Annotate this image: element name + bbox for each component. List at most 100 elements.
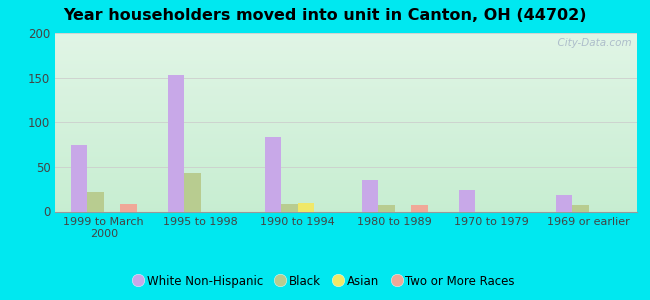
Bar — [55, 166, 637, 167]
Bar — [55, 43, 637, 44]
Bar — [55, 77, 637, 78]
Bar — [55, 100, 637, 101]
Bar — [55, 153, 637, 154]
Bar — [55, 95, 637, 96]
Bar — [55, 47, 637, 48]
Bar — [55, 174, 637, 175]
Bar — [55, 121, 637, 122]
Text: Year householders moved into unit in Canton, OH (44702): Year householders moved into unit in Can… — [63, 8, 587, 22]
Bar — [55, 111, 637, 112]
Bar — [55, 50, 637, 51]
Bar — [55, 138, 637, 139]
Bar — [184, 173, 201, 212]
Bar — [55, 177, 637, 178]
Bar — [55, 68, 637, 69]
Bar — [55, 119, 637, 120]
Bar — [55, 135, 637, 136]
Bar — [55, 57, 637, 58]
Bar — [168, 75, 184, 212]
Bar — [55, 198, 637, 199]
Bar — [55, 149, 637, 150]
Bar — [55, 41, 637, 42]
Bar — [55, 190, 637, 191]
Bar — [361, 180, 378, 211]
Bar — [55, 108, 637, 109]
Bar — [55, 73, 637, 74]
Bar — [55, 146, 637, 147]
Bar — [55, 56, 637, 57]
Bar — [55, 176, 637, 177]
Bar — [55, 200, 637, 201]
Bar — [55, 182, 637, 183]
Bar — [55, 106, 637, 107]
Bar — [55, 210, 637, 211]
Bar — [55, 114, 637, 115]
Bar — [55, 112, 637, 113]
Bar — [55, 171, 637, 172]
Bar — [55, 62, 637, 63]
Bar — [55, 120, 637, 121]
Bar — [55, 109, 637, 110]
Bar — [55, 52, 637, 53]
Bar — [55, 46, 637, 47]
Bar — [55, 64, 637, 65]
Bar — [55, 203, 637, 204]
Bar — [572, 205, 588, 212]
Bar — [55, 122, 637, 123]
Bar — [55, 156, 637, 157]
Bar — [87, 192, 104, 212]
Bar — [55, 66, 637, 67]
Bar — [55, 163, 637, 164]
Bar — [55, 144, 637, 145]
Bar — [55, 155, 637, 156]
Bar — [55, 192, 637, 193]
Bar — [55, 90, 637, 91]
Bar — [55, 128, 637, 129]
Bar — [55, 188, 637, 189]
Bar — [55, 53, 637, 54]
Bar — [55, 148, 637, 149]
Bar — [55, 201, 637, 202]
Bar — [55, 102, 637, 103]
Bar — [55, 49, 637, 50]
Bar — [55, 75, 637, 76]
Bar — [55, 107, 637, 108]
Bar — [55, 208, 637, 209]
Bar — [55, 143, 637, 144]
Bar — [55, 132, 637, 133]
Bar — [55, 54, 637, 55]
Bar — [55, 169, 637, 170]
Bar — [55, 173, 637, 174]
Bar — [55, 191, 637, 192]
Bar — [55, 186, 637, 187]
Bar — [55, 202, 637, 203]
Bar — [556, 195, 572, 212]
Bar — [55, 113, 637, 114]
Bar — [55, 133, 637, 134]
Bar — [55, 160, 637, 161]
Bar — [55, 124, 637, 125]
Bar — [55, 61, 637, 62]
Bar — [55, 103, 637, 104]
Bar — [55, 60, 637, 61]
Bar — [55, 157, 637, 158]
Bar — [55, 197, 637, 198]
Bar — [55, 131, 637, 132]
Bar — [55, 55, 637, 56]
Bar — [55, 141, 637, 142]
Bar — [55, 145, 637, 146]
Bar — [55, 134, 637, 135]
Bar — [55, 115, 637, 116]
Bar — [55, 154, 637, 155]
Bar — [55, 89, 637, 90]
Bar — [55, 76, 637, 77]
Bar — [55, 84, 637, 85]
Bar — [55, 204, 637, 205]
Bar — [55, 136, 637, 137]
Bar — [55, 194, 637, 195]
Bar — [55, 125, 637, 126]
Bar — [55, 207, 637, 208]
Bar — [55, 123, 637, 124]
Bar — [55, 189, 637, 190]
Bar — [55, 196, 637, 197]
